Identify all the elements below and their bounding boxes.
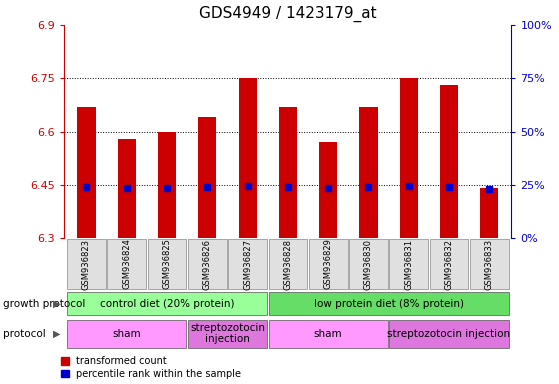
- FancyBboxPatch shape: [390, 239, 428, 289]
- FancyBboxPatch shape: [188, 319, 267, 348]
- Text: ▶: ▶: [53, 299, 60, 309]
- FancyBboxPatch shape: [268, 319, 388, 348]
- Text: GSM936830: GSM936830: [364, 238, 373, 290]
- Bar: [239, 78, 257, 238]
- Text: sham: sham: [314, 329, 343, 339]
- Legend: transformed count, percentile rank within the sample: transformed count, percentile rank withi…: [61, 356, 241, 379]
- Bar: [158, 132, 176, 238]
- Text: growth protocol: growth protocol: [3, 299, 85, 309]
- Text: GSM936826: GSM936826: [203, 238, 212, 290]
- Bar: [400, 78, 418, 238]
- Text: protocol: protocol: [3, 329, 45, 339]
- Bar: [359, 107, 377, 238]
- Text: low protein diet (8% protein): low protein diet (8% protein): [314, 299, 463, 309]
- Text: control diet (20% protein): control diet (20% protein): [100, 299, 234, 309]
- Bar: [480, 188, 499, 238]
- FancyBboxPatch shape: [67, 319, 186, 348]
- FancyBboxPatch shape: [67, 239, 106, 289]
- Text: GSM936829: GSM936829: [324, 238, 333, 290]
- Text: GSM936833: GSM936833: [485, 238, 494, 290]
- Bar: [440, 85, 458, 238]
- FancyBboxPatch shape: [228, 239, 267, 289]
- FancyBboxPatch shape: [148, 239, 186, 289]
- Text: ▶: ▶: [53, 329, 60, 339]
- Text: streptozotocin
injection: streptozotocin injection: [190, 323, 265, 344]
- FancyBboxPatch shape: [390, 319, 509, 348]
- FancyBboxPatch shape: [430, 239, 468, 289]
- Text: GSM936825: GSM936825: [163, 238, 172, 290]
- FancyBboxPatch shape: [309, 239, 348, 289]
- Text: GSM936832: GSM936832: [444, 238, 453, 290]
- FancyBboxPatch shape: [268, 239, 307, 289]
- Text: sham: sham: [112, 329, 141, 339]
- FancyBboxPatch shape: [188, 239, 226, 289]
- Bar: [77, 107, 96, 238]
- Bar: [319, 142, 337, 238]
- Text: GSM936823: GSM936823: [82, 238, 91, 290]
- FancyBboxPatch shape: [470, 239, 509, 289]
- Text: streptozotocin injection: streptozotocin injection: [387, 329, 510, 339]
- Title: GDS4949 / 1423179_at: GDS4949 / 1423179_at: [199, 6, 377, 22]
- Text: GSM936828: GSM936828: [283, 238, 292, 290]
- Text: GSM936824: GSM936824: [122, 238, 131, 290]
- Bar: [117, 139, 136, 238]
- Bar: [279, 107, 297, 238]
- Bar: [198, 118, 216, 238]
- FancyBboxPatch shape: [349, 239, 388, 289]
- FancyBboxPatch shape: [268, 292, 509, 316]
- Text: GSM936831: GSM936831: [404, 238, 413, 290]
- FancyBboxPatch shape: [67, 292, 267, 316]
- FancyBboxPatch shape: [107, 239, 146, 289]
- Text: GSM936827: GSM936827: [243, 238, 252, 290]
